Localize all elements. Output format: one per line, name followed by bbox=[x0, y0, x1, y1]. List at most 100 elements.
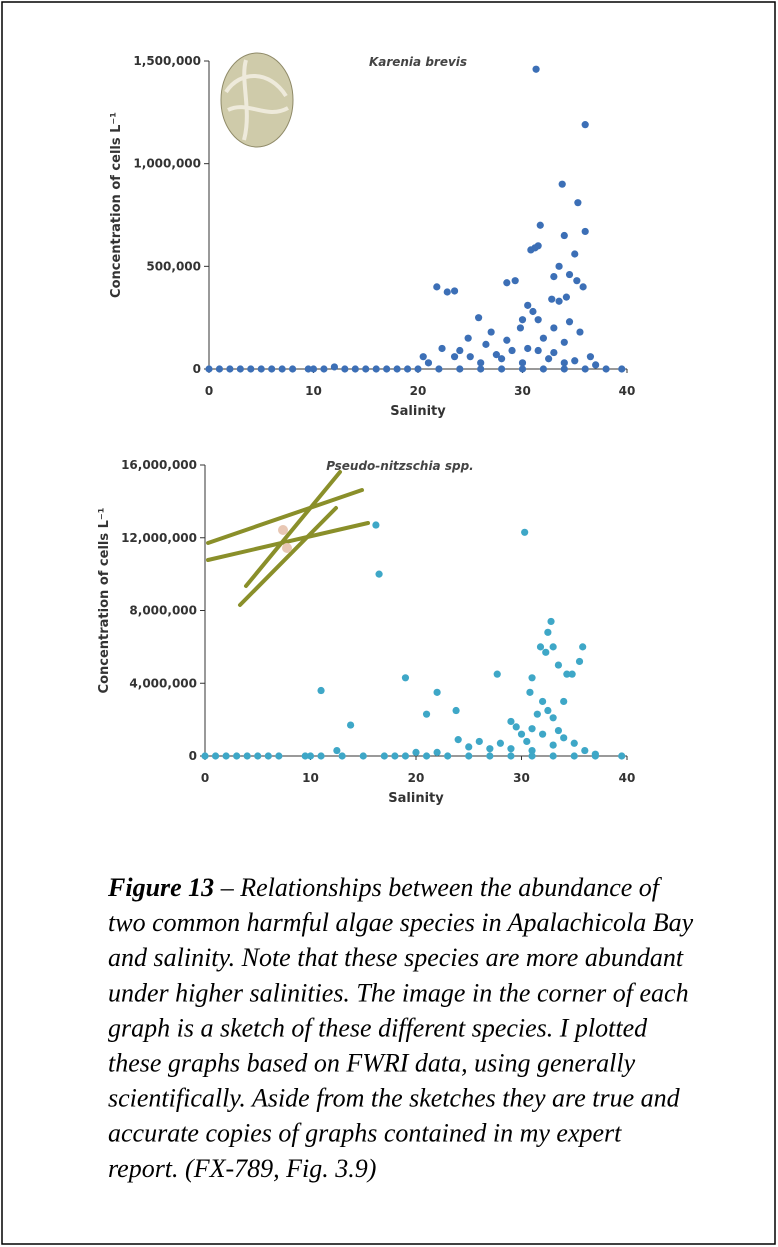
point bbox=[346, 721, 355, 729]
point bbox=[550, 273, 558, 281]
point bbox=[422, 710, 431, 718]
x-tick-label: 30 bbox=[514, 384, 531, 398]
point bbox=[419, 353, 427, 361]
point bbox=[549, 752, 557, 760]
point bbox=[536, 221, 544, 229]
point bbox=[549, 643, 557, 651]
point bbox=[475, 737, 483, 746]
point bbox=[545, 355, 553, 363]
point bbox=[498, 365, 506, 373]
point bbox=[527, 246, 535, 254]
point bbox=[435, 365, 443, 373]
point bbox=[563, 670, 571, 678]
point bbox=[562, 293, 570, 301]
point bbox=[544, 628, 552, 636]
point bbox=[215, 365, 224, 373]
point bbox=[359, 752, 367, 760]
karenia-sketch bbox=[220, 52, 294, 148]
x-tick-label: 40 bbox=[619, 384, 636, 398]
y-axis-label: Concentration of cells L⁻¹ bbox=[97, 508, 112, 694]
point bbox=[452, 706, 460, 715]
point bbox=[528, 674, 536, 682]
y-axis-label: Concentration of cells L⁻¹ bbox=[109, 112, 124, 298]
y-tick-label: 16,000,000 bbox=[121, 458, 197, 472]
point bbox=[549, 741, 557, 749]
point bbox=[306, 752, 315, 760]
point bbox=[466, 353, 474, 361]
point bbox=[560, 359, 568, 367]
point bbox=[503, 336, 511, 344]
point bbox=[243, 752, 251, 760]
point bbox=[450, 353, 459, 361]
point bbox=[508, 346, 516, 355]
point bbox=[560, 697, 568, 706]
point bbox=[304, 365, 312, 373]
point bbox=[433, 748, 441, 756]
point bbox=[233, 752, 241, 760]
point bbox=[226, 365, 234, 373]
point bbox=[222, 752, 230, 760]
y-tick-label: 4,000,000 bbox=[129, 676, 197, 690]
caption-line: and salinity. Note that these species ar… bbox=[108, 943, 684, 972]
point bbox=[550, 348, 558, 357]
point bbox=[516, 324, 525, 332]
point bbox=[555, 297, 563, 305]
point bbox=[586, 353, 595, 361]
point bbox=[574, 199, 582, 207]
point bbox=[338, 752, 346, 760]
y-tick-label: 8,000,000 bbox=[129, 604, 197, 618]
point bbox=[591, 752, 599, 760]
x-tick-label: 20 bbox=[410, 384, 427, 398]
point bbox=[554, 661, 563, 669]
caption-line: report. (FX-789, Fig. 3.9) bbox=[108, 1154, 376, 1183]
point bbox=[550, 324, 558, 332]
chart-title: Pseudo-nitzschia spp. bbox=[326, 459, 473, 473]
point bbox=[412, 748, 420, 756]
point bbox=[539, 730, 547, 738]
point bbox=[518, 365, 527, 373]
point bbox=[456, 346, 464, 355]
point bbox=[492, 351, 500, 359]
point bbox=[565, 270, 574, 279]
point bbox=[523, 737, 531, 746]
caption-line: these graphs based on FWRI data, using g… bbox=[108, 1049, 636, 1078]
x-tick-label: 0 bbox=[201, 771, 209, 785]
point bbox=[555, 262, 563, 270]
y-tick-label: 0 bbox=[193, 362, 201, 376]
point bbox=[528, 725, 536, 733]
point bbox=[487, 328, 495, 336]
x-tick-label: 10 bbox=[302, 771, 319, 785]
point bbox=[438, 344, 446, 353]
x-tick-label: 40 bbox=[619, 771, 636, 785]
point bbox=[549, 714, 557, 722]
point bbox=[571, 357, 579, 365]
point bbox=[524, 344, 532, 353]
caption-line: under higher salinities. The image in th… bbox=[108, 978, 689, 1007]
point bbox=[320, 365, 328, 373]
x-tick-label: 10 bbox=[305, 384, 322, 398]
point bbox=[568, 670, 576, 678]
point bbox=[560, 365, 568, 373]
point bbox=[618, 752, 626, 760]
point bbox=[456, 365, 464, 373]
point bbox=[424, 359, 433, 367]
caption-line: two common harmful algae species in Apal… bbox=[108, 908, 694, 937]
point bbox=[464, 334, 472, 342]
point bbox=[533, 710, 541, 718]
point bbox=[539, 697, 547, 706]
point bbox=[362, 365, 370, 373]
point bbox=[391, 752, 399, 760]
point bbox=[565, 318, 574, 326]
point bbox=[511, 277, 519, 285]
point bbox=[521, 528, 529, 536]
point bbox=[477, 365, 485, 373]
point bbox=[573, 277, 581, 285]
caption-line: scientifically. Aside from the sketches … bbox=[108, 1084, 681, 1113]
x-axis-label: Salinity bbox=[390, 404, 446, 419]
point bbox=[414, 365, 422, 373]
point bbox=[475, 314, 483, 322]
point bbox=[503, 279, 511, 287]
point bbox=[401, 674, 410, 682]
point bbox=[507, 752, 515, 760]
